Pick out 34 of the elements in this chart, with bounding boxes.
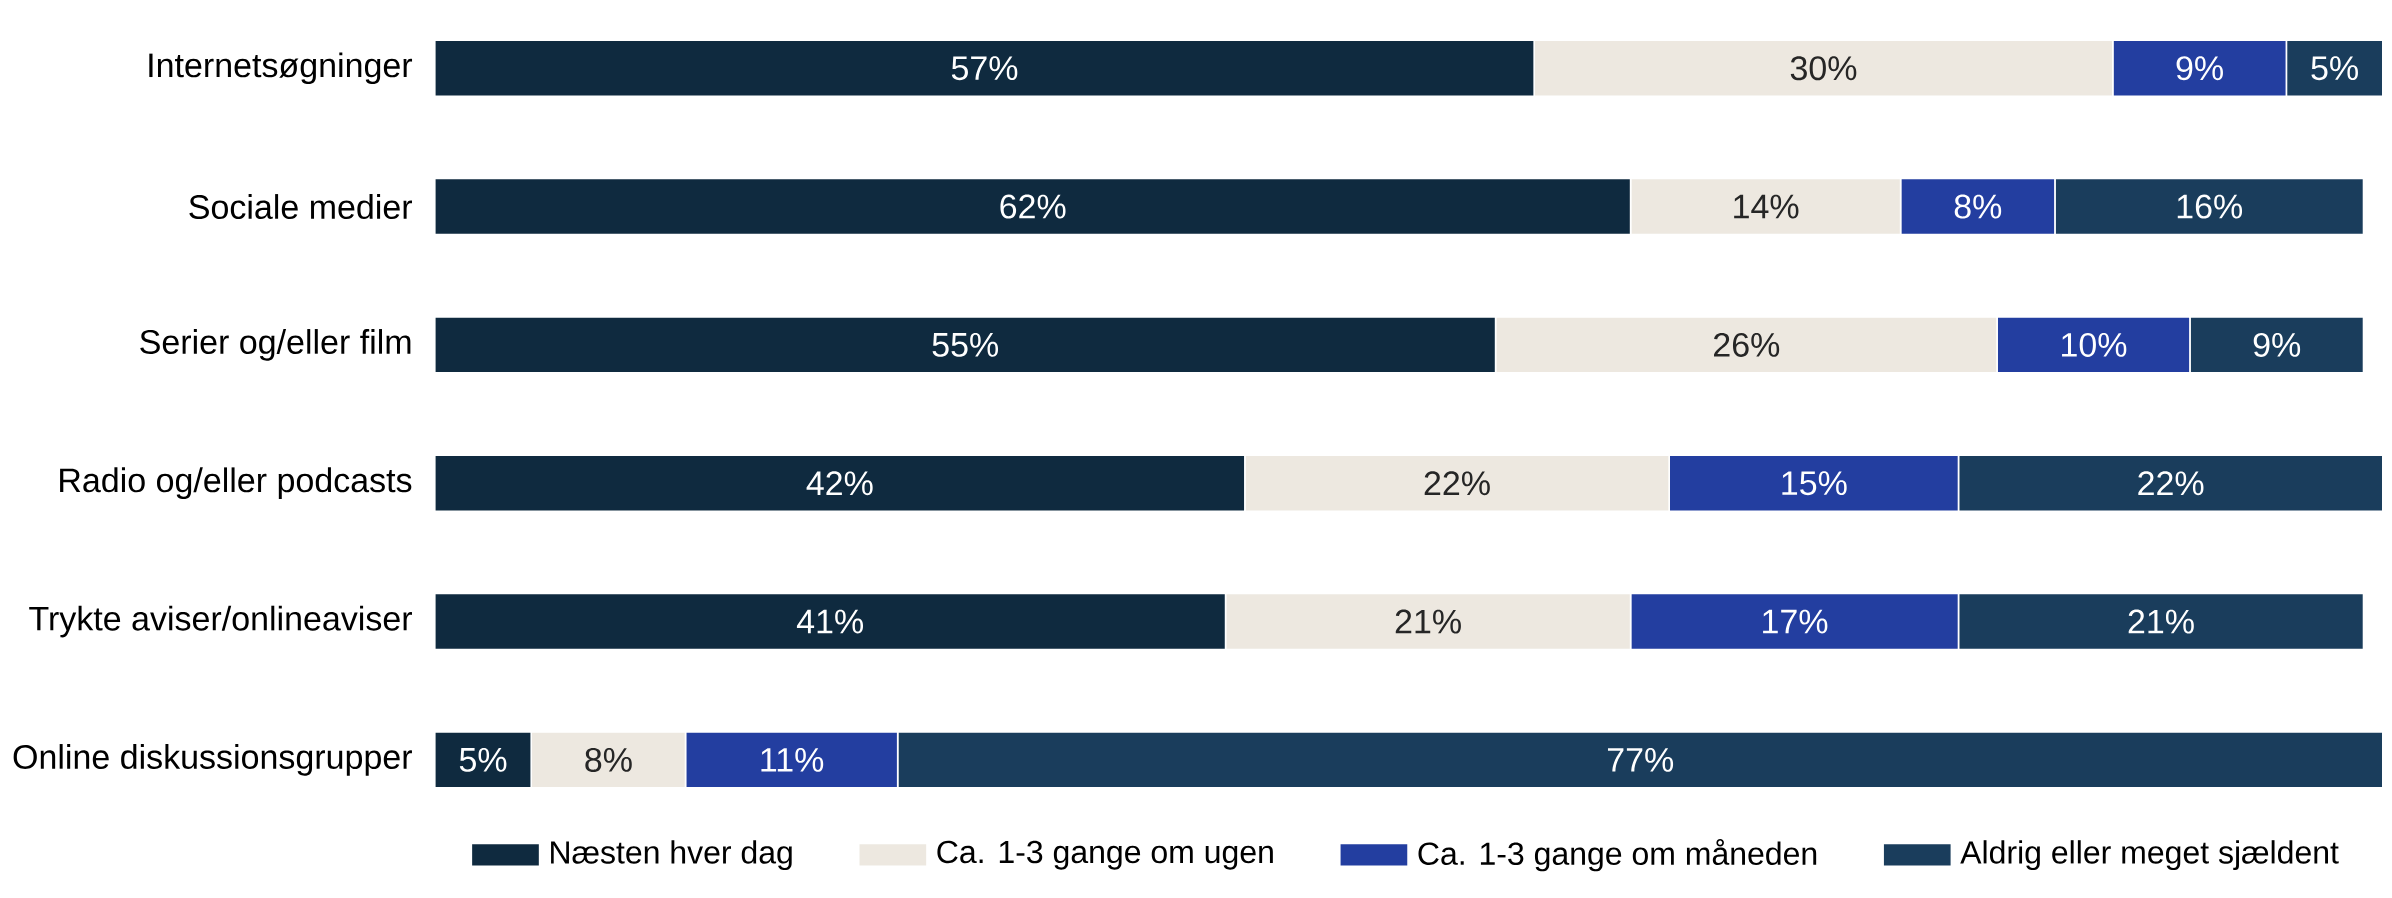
data-label: 9%: [2176, 56, 2223, 81]
data-label: 55%: [932, 332, 999, 357]
data-label: 22%: [1424, 471, 1490, 496]
y-tick-label: Sociale medier: [189, 194, 412, 220]
legend-label: Ca. 1-3 gange om ugen: [937, 840, 1273, 870]
y-tick-label: Trykte aviser/onlineaviser: [29, 605, 412, 638]
data-label: 26%: [1714, 332, 1780, 357]
data-label: 77%: [1607, 747, 1674, 772]
data-label: 5%: [459, 747, 507, 772]
legend-label: Aldrig eller meget sjældent: [1960, 840, 2339, 871]
y-tick-label: Internetsøgninger: [149, 52, 413, 85]
data-label: 16%: [2177, 194, 2243, 219]
data-label: 5%: [2311, 56, 2358, 81]
data-label: 11%: [761, 747, 824, 772]
data-label: 14%: [1734, 194, 1799, 219]
data-label: 9%: [2253, 332, 2301, 357]
data-label: 22%: [2138, 471, 2204, 496]
data-label: 8%: [585, 747, 632, 772]
data-label: 62%: [1000, 194, 1066, 219]
data-label: 57%: [951, 56, 1018, 81]
data-label: 17%: [1763, 609, 1828, 634]
data-label: 21%: [2128, 609, 2194, 634]
y-tick-label: Radio og/eller podcasts: [60, 467, 412, 500]
legend-label: Næsten hver dag: [551, 840, 792, 871]
data-label: 41%: [796, 609, 864, 634]
data-label: 30%: [1790, 56, 1857, 81]
data-label: 10%: [2062, 332, 2127, 357]
data-label: 8%: [1954, 194, 2002, 219]
y-tick-label: Online diskussionsgrupper: [13, 744, 412, 776]
y-tick-label: Serier og/eller film: [140, 329, 411, 361]
data-label: 21%: [1395, 609, 1461, 634]
legend-label: Ca. 1-3 gange om måneden: [1418, 838, 1817, 872]
data-label: 42%: [806, 471, 873, 496]
data-label: 15%: [1782, 471, 1847, 496]
